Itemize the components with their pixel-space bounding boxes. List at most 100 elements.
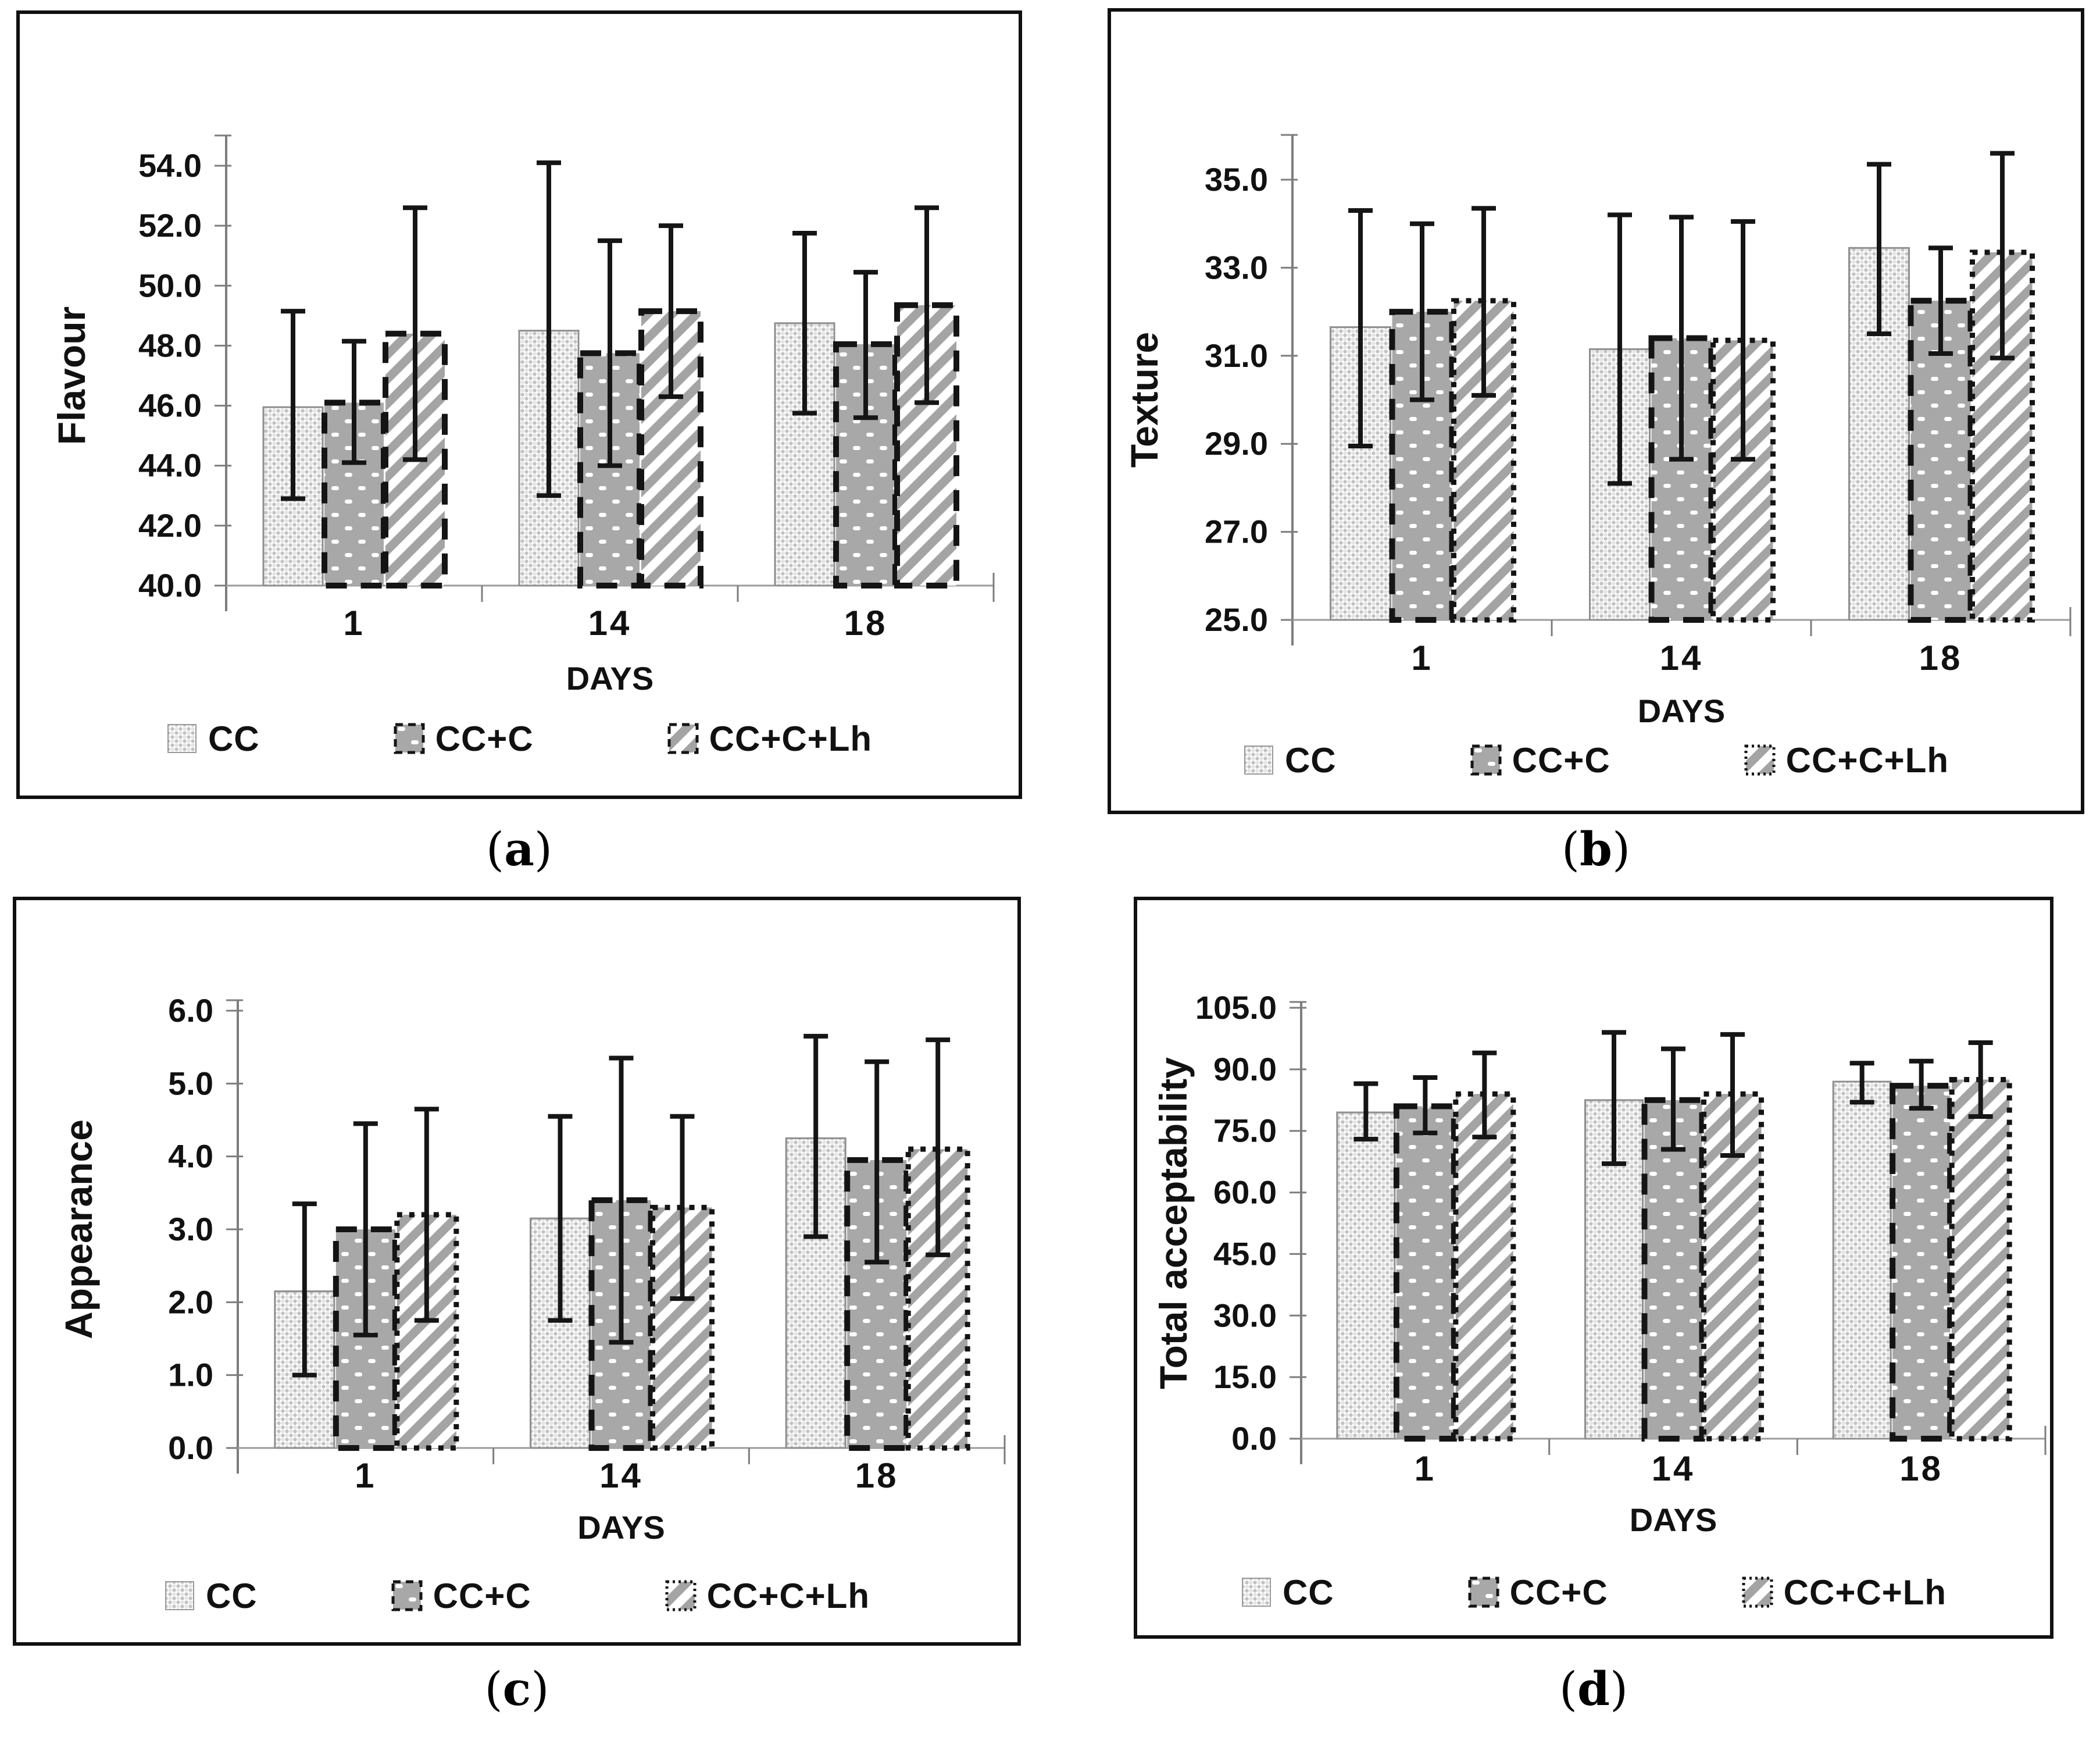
legend-swatch-light-halftone-icon — [165, 1581, 194, 1610]
legend-item-cc+c+lh: CC+C+Lh — [1742, 1572, 1947, 1613]
legend-label: CC+C — [433, 1576, 531, 1615]
legend-swatch-light-halftone-icon — [1244, 746, 1273, 775]
y-tick-label: 6.0 — [168, 992, 213, 1029]
axis-title-y: Total acceptability — [1152, 1057, 1195, 1389]
legend-item-cc+c+lh: CC+C+Lh — [1744, 740, 1949, 780]
legend-item-cc+c+lh: CC+C+Lh — [665, 1576, 870, 1616]
y-tick-label: 0.0 — [1231, 1420, 1277, 1457]
caption-letter: c — [502, 1661, 531, 1716]
legend-swatch-diagonal-stripes-icon — [1744, 744, 1776, 776]
bar-cc+c+lh — [1453, 1091, 1516, 1442]
y-tick-label: 46.0 — [138, 387, 202, 424]
x-tick-label: 14 — [1660, 639, 1703, 677]
chart-legend: CC CC+C CC+C+Lh — [1111, 734, 2081, 786]
legend-item-cc+c: CC+C — [391, 1576, 531, 1616]
caption-letter: a — [504, 822, 534, 876]
legend-label: CC — [205, 1576, 258, 1615]
caption-text: ) — [531, 1662, 549, 1716]
y-tick-label: 3.0 — [168, 1211, 213, 1247]
chart-legend: CC CC+C CC+C+Lh — [20, 712, 1019, 765]
chart-panel-c: 0.0 1.0 2.0 3.0 4.0 5.0 6.0 1 14 18 DAYS Appearance… — [13, 897, 1021, 1646]
figure-caption-d: (d) — [1477, 1661, 1710, 1716]
y-tick-label: 31.0 — [1205, 337, 1268, 374]
y-tick-label: 50.0 — [138, 267, 202, 304]
x-tick-label: 18 — [855, 1456, 899, 1495]
figure-caption-c: (c) — [401, 1661, 633, 1716]
axis-title-x: DAYS — [1638, 693, 1725, 729]
chart-legend: CC CC+C CC+C+Lh — [1137, 1566, 2050, 1618]
bar-cc — [1832, 1080, 1892, 1440]
legend-label: CC+C — [435, 719, 534, 758]
y-tick-label: 105.0 — [1195, 989, 1277, 1026]
x-tick-label: 1 — [1411, 639, 1433, 677]
legend-swatch-gray-white-dots-icon — [391, 1580, 423, 1611]
chart-panel-a: 40.0 42.0 44.0 46.0 48.0 50.0 52.0 54.0 1 14 18 DAY… — [16, 10, 1022, 799]
bar-cc+c — [1890, 1083, 1953, 1442]
legend-swatch-rect — [1744, 744, 1776, 776]
y-tick-label: 29.0 — [1205, 425, 1268, 462]
bar-chart-flavour: 40.0 42.0 44.0 46.0 48.0 50.0 52.0 54.0 1 14 18 DAY… — [50, 134, 995, 697]
bar-cc+c+lh — [1949, 1077, 2012, 1442]
legend-item-cc: CC — [1243, 740, 1337, 780]
x-tick-label: 1 — [355, 1456, 376, 1495]
y-tick-label: 35.0 — [1205, 161, 1268, 198]
caption-text: ( — [1561, 822, 1580, 876]
y-tick-label: 4.0 — [168, 1138, 213, 1175]
legend-item-cc+c: CC+C — [1468, 1572, 1608, 1613]
x-tick-label: 18 — [1919, 639, 1963, 677]
y-tick-label: 5.0 — [168, 1065, 213, 1101]
caption-text: ) — [1612, 822, 1631, 876]
y-tick-label: 0.0 — [168, 1429, 213, 1466]
legend-swatch-gray-white-dots-icon — [1470, 744, 1502, 776]
figure-caption-a: (a) — [403, 822, 635, 876]
chart-panel-d: 0.0 15.0 30.0 45.0 60.0 75.0 90.0 105.0 1 14 18 DAY… — [1134, 897, 2053, 1639]
y-tick-label: 33.0 — [1205, 249, 1268, 286]
legend-label: CC+C+Lh — [709, 719, 873, 758]
y-tick-label: 27.0 — [1205, 513, 1268, 550]
legend-swatch-rect — [167, 724, 197, 753]
legend-item-cc: CC — [166, 719, 260, 759]
y-tick-label: 15.0 — [1213, 1358, 1277, 1395]
legend-label: CC+C — [1512, 740, 1610, 780]
bar-chart-total-acceptability: 0.0 15.0 30.0 45.0 60.0 75.0 90.0 105.0 1 14 18 DAY… — [1152, 989, 2047, 1538]
legend-swatch-rect — [1742, 1577, 1773, 1608]
y-tick-label: 30.0 — [1213, 1297, 1277, 1333]
y-tick-label: 52.0 — [138, 207, 202, 244]
legend-swatch-diagonal-stripes-icon — [1742, 1577, 1773, 1608]
legend-swatch-light-halftone-icon — [167, 724, 197, 753]
legend-swatch-rect — [165, 1581, 194, 1610]
legend-label: CC+C+Lh — [1785, 740, 1949, 780]
legend-item-cc: CC — [1241, 1572, 1334, 1613]
axis-title-x: DAYS — [566, 660, 653, 697]
y-tick-label: 45.0 — [1213, 1235, 1277, 1272]
legend-swatch-diagonal-stripes-icon — [665, 1580, 697, 1611]
axis-title-x: DAYS — [1630, 1501, 1717, 1538]
y-tick-label: 75.0 — [1213, 1112, 1277, 1149]
y-tick-label: 1.0 — [168, 1357, 213, 1393]
legend-label: CC — [1282, 1572, 1334, 1612]
legend-swatch-rect — [394, 723, 425, 754]
x-tick-label: 14 — [588, 604, 632, 643]
y-tick-label: 40.0 — [138, 567, 202, 604]
y-tick-label: 42.0 — [138, 507, 202, 544]
legend-item-cc+c+lh: CC+C+Lh — [667, 719, 872, 759]
legend-label: CC+C+Lh — [706, 1576, 870, 1615]
legend-item-cc+c: CC+C — [394, 719, 534, 759]
y-tick-label: 25.0 — [1205, 601, 1268, 638]
legend-label: CC+C — [1509, 1572, 1608, 1612]
x-tick-label: 18 — [1899, 1449, 1943, 1488]
caption-text: ( — [485, 822, 505, 876]
legend-label: CC — [208, 719, 260, 758]
legend-swatch-rect — [1241, 1578, 1271, 1607]
bar-chart-texture: 25.0 27.0 29.0 31.0 33.0 35.0 1 14 18 DAYS Texture — [1123, 134, 2072, 729]
chart-legend: CC CC+C CC+C+Lh — [16, 1570, 1017, 1622]
x-tick-label: 14 — [599, 1456, 643, 1495]
legend-swatch-diagonal-stripes-icon — [667, 723, 699, 754]
legend-label: CC+C+Lh — [1783, 1572, 1947, 1612]
axis-title-x: DAYS — [577, 1509, 665, 1546]
bar-cc+c — [1393, 1103, 1457, 1442]
legend-swatch-rect — [391, 1580, 423, 1611]
figure-caption-b: (b) — [1480, 822, 1712, 876]
caption-text: ( — [484, 1662, 503, 1716]
